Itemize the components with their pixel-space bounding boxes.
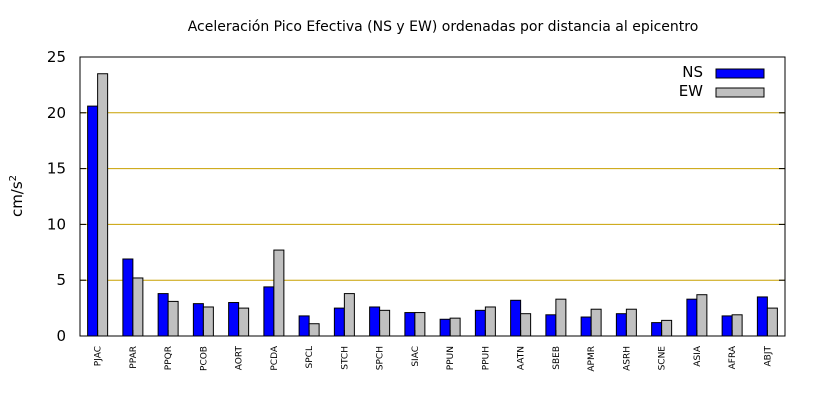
x-tick-label: PCDA xyxy=(270,345,280,370)
x-tick-label: ASRH xyxy=(622,346,632,371)
y-axis-label: cm/s2 xyxy=(8,175,26,217)
y-tick-label: 10 xyxy=(47,215,66,233)
x-tick-label: ASIA xyxy=(693,345,703,367)
bar-ns xyxy=(228,302,240,337)
legend-label-ns: NS xyxy=(682,63,703,81)
bar-ns xyxy=(756,296,768,337)
bar-ns xyxy=(87,105,99,337)
y-tick-label: 0 xyxy=(56,327,66,345)
x-tick-label: APMR xyxy=(587,346,597,372)
y-tick-label: 25 xyxy=(47,48,66,66)
bar-ew xyxy=(97,73,109,337)
bar-ew xyxy=(696,294,708,337)
x-tick-label: PCOB xyxy=(199,346,209,371)
x-tick-label: PJAC xyxy=(94,346,104,366)
legend-swatch-ew xyxy=(715,87,765,98)
bar-ew xyxy=(555,298,567,337)
y-axis-ticks: 0 5 10 15 20 25 xyxy=(47,48,785,345)
bar-ns xyxy=(298,315,310,337)
x-axis-ticks: PJAC PPAR PPQR PCOB AORT PCDA SPCL STCH SPCH SIAC… xyxy=(94,330,773,372)
bar-ew xyxy=(308,323,320,337)
plot-area-frame xyxy=(79,56,786,337)
bar-ns xyxy=(474,309,486,337)
bar-ew xyxy=(731,314,743,337)
grid-lines xyxy=(80,112,785,281)
bar-ew xyxy=(273,249,285,337)
bar-ns xyxy=(263,286,275,337)
bar-ew xyxy=(625,308,637,337)
x-tick-label: AFRA xyxy=(728,345,738,369)
bar-ew xyxy=(449,317,461,337)
bar-ns xyxy=(510,299,522,337)
x-tick-label: STCH xyxy=(340,346,350,370)
bar-ew xyxy=(520,313,532,337)
x-tick-label: SCNE xyxy=(658,346,668,371)
chart-title: Aceleración Pico Efectiva (NS y EW) orde… xyxy=(188,19,699,35)
bar-ns xyxy=(651,322,663,337)
y-tick-label: 15 xyxy=(47,160,66,178)
x-tick-label: AATN xyxy=(517,346,527,370)
bar-ew xyxy=(379,309,391,337)
bar-ns xyxy=(721,315,733,337)
bar-ns xyxy=(122,258,134,337)
x-tick-label: PPUN xyxy=(446,346,456,370)
x-tick-label: PPQR xyxy=(164,346,174,370)
bar-ew xyxy=(484,306,496,337)
legend-label-ew: EW xyxy=(679,82,703,100)
bar-ns xyxy=(157,293,169,337)
x-tick-label: ABJT xyxy=(763,345,773,366)
bar-ns xyxy=(369,306,381,337)
bar-ns xyxy=(615,313,627,337)
x-tick-label: PPAR xyxy=(129,346,139,369)
x-tick-label: SPCL xyxy=(305,346,315,368)
y-axis-label-superscript: 2 xyxy=(8,175,19,181)
x-tick-label: AORT xyxy=(235,346,245,371)
bar-ew xyxy=(167,300,179,337)
bar-ns xyxy=(439,318,451,337)
bar-ns xyxy=(333,307,345,337)
x-tick-label: PPUH xyxy=(481,346,491,370)
bar-ns xyxy=(192,303,204,337)
y-axis-label-unit: cm/s xyxy=(8,181,26,217)
bar-ew xyxy=(238,307,250,337)
bar-ew xyxy=(590,308,602,337)
y-tick-label: 20 xyxy=(47,104,66,122)
x-tick-label: SPCH xyxy=(376,346,386,370)
bar-ew xyxy=(343,293,355,337)
y-tick-label: 5 xyxy=(56,271,66,289)
bar-ew xyxy=(414,312,426,337)
bar-ns xyxy=(404,312,416,337)
x-tick-label: SBEB xyxy=(552,346,562,370)
legend-swatch-ns xyxy=(715,68,765,79)
bar-ns xyxy=(580,316,592,337)
bar-ew xyxy=(132,277,144,337)
bar-ew xyxy=(661,319,673,337)
bar-ew xyxy=(202,306,214,337)
bar-ns xyxy=(545,314,557,337)
x-tick-label: SIAC xyxy=(411,346,421,367)
bar-ew xyxy=(766,307,778,337)
bars xyxy=(87,73,778,337)
bar-ns xyxy=(686,298,698,337)
